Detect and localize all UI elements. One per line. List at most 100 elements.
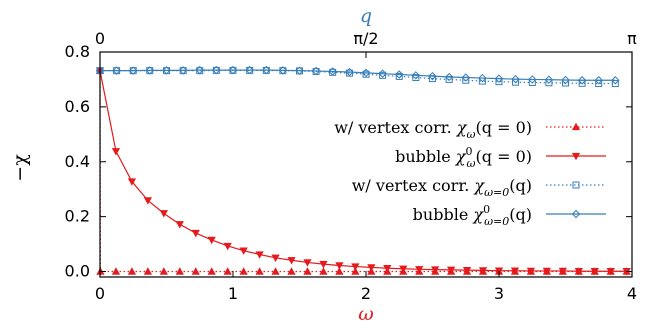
y-tick-label: 0.6	[65, 97, 90, 116]
data-point	[351, 263, 360, 271]
data-point	[526, 267, 536, 276]
data-point	[431, 266, 440, 274]
data-point	[111, 148, 121, 156]
y-tick-label: 0.2	[65, 207, 90, 226]
data-point	[571, 209, 581, 219]
data-point	[159, 267, 168, 275]
data-point	[319, 260, 328, 269]
data-point	[571, 152, 581, 161]
series-1	[95, 66, 631, 275]
data-point	[412, 74, 420, 82]
data-point	[379, 71, 387, 79]
data-point	[278, 66, 288, 75]
y-tick-label: 0.0	[65, 262, 90, 281]
data-point	[143, 267, 152, 275]
data-point	[271, 254, 280, 263]
data-point	[415, 266, 424, 274]
data-point	[528, 75, 537, 84]
data-point	[572, 181, 580, 189]
data-point	[335, 262, 344, 270]
data-point	[362, 70, 370, 78]
data-point	[561, 75, 570, 85]
data-point	[345, 67, 354, 77]
data-point	[162, 66, 171, 75]
legend-label: bubble χ0 ω=0(q)	[413, 203, 532, 228]
top-tick-label: 0	[95, 29, 105, 48]
bottom-tick-label: 3	[494, 284, 504, 303]
data-point	[159, 210, 168, 218]
data-point	[128, 66, 138, 75]
series-2	[95, 67, 631, 276]
data-point	[478, 73, 487, 83]
data-point	[287, 257, 296, 265]
data-point	[127, 178, 137, 186]
legend-label: w/ vertex corr. χω(q = 0)	[334, 118, 532, 141]
y-tick-label: 0.8	[65, 42, 90, 61]
data-point	[611, 80, 619, 88]
data-point	[239, 267, 248, 275]
data-point	[328, 67, 337, 76]
data-point	[444, 72, 454, 82]
data-point	[207, 236, 216, 245]
ticks-layer: 0 1 2 3 4 0 π/2 π 0.0 0.2 0.4 0.6 0.8	[65, 29, 638, 303]
data-point	[303, 259, 312, 267]
bottom-tick-label: 1	[228, 284, 238, 303]
data-point	[611, 76, 620, 85]
data-point	[223, 267, 232, 275]
data-point	[175, 267, 184, 275]
bottom-tick-label: 2	[361, 284, 371, 303]
data-point	[191, 267, 200, 275]
bottom-tick-label: 4	[627, 284, 637, 303]
top-tick-label: π/2	[353, 29, 378, 48]
x-axis-label-bottom: ω	[358, 303, 374, 325]
legend-label: w/ vertex corr. χω=0(q)	[352, 176, 532, 199]
series-4	[95, 65, 620, 85]
data-point	[319, 267, 328, 275]
data-point	[542, 267, 551, 276]
data-point	[461, 73, 470, 82]
data-point	[223, 242, 232, 251]
data-point	[239, 247, 248, 255]
data-point	[303, 267, 312, 275]
data-point	[111, 267, 121, 275]
data-point	[590, 268, 599, 276]
x-axis-label-top: q	[360, 5, 372, 27]
data-point	[395, 72, 403, 80]
data-point	[511, 74, 520, 84]
data-point	[295, 66, 304, 75]
y-axis-label: −χ	[9, 154, 31, 182]
data-point	[175, 221, 184, 229]
series-line	[100, 69, 616, 81]
data-point	[255, 251, 264, 259]
data-point	[195, 65, 204, 75]
data-point	[255, 267, 264, 275]
data-point	[383, 265, 392, 273]
data-point	[558, 267, 567, 276]
data-point	[228, 65, 238, 75]
data-point	[577, 76, 587, 85]
data-point	[127, 267, 137, 275]
data-point	[378, 69, 387, 78]
data-point	[574, 268, 583, 276]
data-point	[178, 66, 188, 75]
data-point	[571, 122, 581, 131]
legend-label: bubble χ0 ω(q = 0)	[395, 145, 532, 170]
data-point	[245, 65, 254, 75]
data-point	[335, 267, 344, 275]
data-point	[428, 71, 437, 81]
data-point	[447, 266, 456, 275]
data-point	[212, 65, 221, 75]
top-tick-label: π	[627, 29, 637, 48]
data-point	[510, 267, 520, 275]
data-point	[594, 76, 603, 85]
data-point	[207, 267, 216, 275]
series-line	[99, 70, 627, 273]
series-line	[99, 70, 627, 272]
bottom-tick-label: 0	[95, 284, 105, 303]
data-point	[145, 66, 154, 75]
legend: w/ vertex corr. χω(q = 0) bubble χ0 ω(q = …	[334, 118, 606, 228]
data-point	[462, 266, 472, 275]
y-tick-label: 0.4	[65, 152, 90, 171]
data-point	[311, 66, 321, 76]
